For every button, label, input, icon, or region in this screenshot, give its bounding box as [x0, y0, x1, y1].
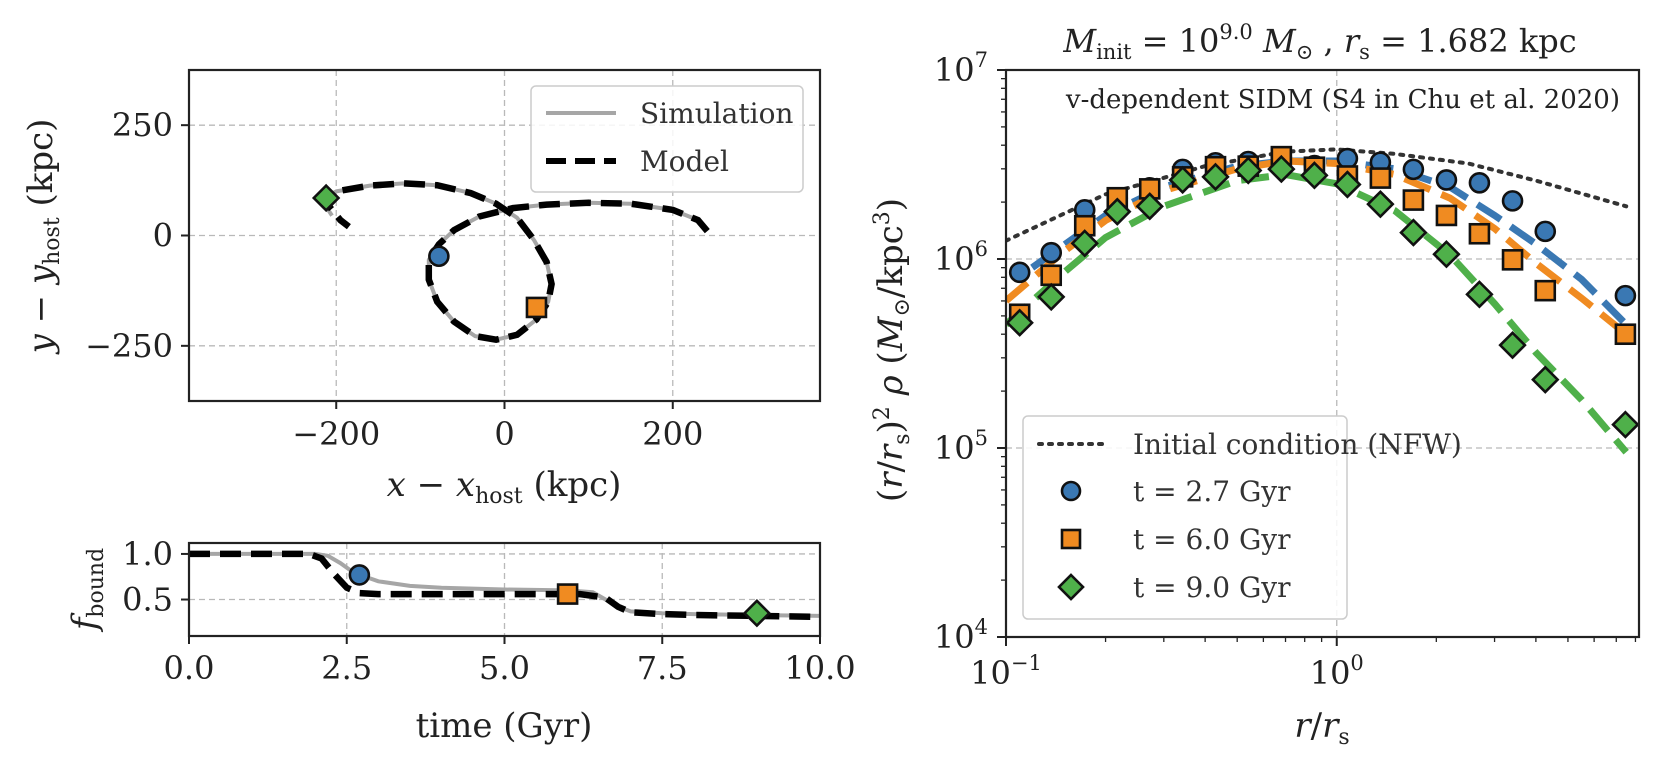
orbit-marker-circle	[428, 245, 450, 268]
legend-t27-marker	[1060, 480, 1082, 502]
density-point-diamond	[1201, 162, 1230, 192]
fbound-marker-square	[556, 583, 579, 605]
density-xlabel: r/rs	[1294, 706, 1349, 750]
legend-t90-label: t = 9.0 Gyr	[1133, 571, 1291, 604]
legend-simulation-label: Simulation	[640, 97, 793, 130]
density-point-diamond	[1168, 165, 1197, 195]
fbound-marker-diamond	[742, 599, 772, 628]
density-ytick-label-2: 106	[934, 237, 988, 278]
density-point-diamond	[1432, 240, 1461, 269]
density-legend: Initial condition (NFW) t = 2.7 Gyr t = …	[1022, 415, 1462, 620]
orbit-xtick-label-0: −200	[292, 415, 380, 453]
density-ytick-label-1: 105	[934, 426, 988, 467]
orbit-xtick-label-2: 200	[642, 415, 703, 453]
density-point-diamond	[1611, 410, 1639, 439]
legend-t60-label: t = 6.0 Gyr	[1133, 523, 1291, 556]
orbit-ticks: −200 0 200 250 0 −250	[85, 106, 703, 453]
density-ylabel: (r/rs)2 ρ (M⊙/kpc3)	[870, 198, 915, 502]
legend-t90-marker	[1057, 573, 1085, 601]
density-frame	[1004, 68, 1641, 639]
density-xtick-label-0: 10−1	[970, 651, 1042, 692]
density-point-circle	[1501, 190, 1524, 212]
density-point-diamond	[1366, 189, 1395, 219]
density-annotation: v-dependent SIDM (S4 in Chu et al. 2020)	[1065, 85, 1620, 115]
density-point-circle	[1435, 169, 1458, 191]
density-ytick-label-0: 104	[934, 615, 988, 656]
density-data	[1006, 145, 1639, 455]
density-point-square	[1501, 249, 1524, 271]
density-point-diamond	[1037, 282, 1066, 312]
density-point-diamond	[1399, 218, 1428, 247]
orbit-model-line	[322, 180, 710, 344]
fbound-xlabel: time (Gyr)	[416, 706, 593, 746]
density-point-square	[1040, 264, 1063, 287]
legend-t27-label: t = 2.7 Gyr	[1133, 475, 1291, 508]
orbit-panel: −200 0 200 250 0 −250 x − xhost (kpc) y − yho…	[21, 68, 822, 509]
legend-t60-marker	[1060, 528, 1082, 550]
density-legend-box	[1022, 415, 1348, 620]
density-point-square	[1534, 279, 1557, 302]
density-point-circle	[1040, 241, 1063, 264]
fbound-xtick-label-2: 5.0	[479, 649, 530, 687]
density-point-diamond	[1135, 192, 1164, 221]
density-ytick-label-3: 107	[934, 48, 988, 89]
orbit-ytick-label-2: −250	[85, 327, 173, 365]
density-point-square	[1614, 323, 1637, 346]
density-xtick-label-1: 100	[1310, 651, 1364, 692]
density-point-diamond	[1498, 330, 1527, 360]
density-point-diamond	[1070, 229, 1099, 258]
density-point-circle	[1534, 220, 1557, 243]
density-point-diamond	[1006, 308, 1034, 337]
orbit-legend: Simulation Model	[530, 85, 804, 193]
fbound-marker-circle	[348, 564, 371, 586]
density-title: Minit = 109.0 M⊙ , rs = 1.682 kpc	[1062, 20, 1576, 64]
fbound-ticks: 0.0 2.5 5.0 7.5 10.0 1.0 0.5	[122, 535, 856, 687]
fbound-model-line	[189, 550, 820, 621]
orbit-marker-square	[525, 296, 548, 319]
orbit-xlabel: x − xhost (kpc)	[387, 465, 622, 509]
orbit-data	[311, 180, 710, 344]
fbound-ytick-label-1: 0.5	[122, 581, 173, 619]
density-point-square	[1402, 189, 1425, 211]
density-point-circle	[1402, 158, 1425, 181]
fbound-ylabel: fbound	[65, 548, 109, 633]
density-point-square	[1435, 204, 1458, 227]
orbit-ytick-label-1: 0	[153, 217, 173, 255]
density-point-circle	[1468, 172, 1491, 194]
legend-nfw-label: Initial condition (NFW)	[1133, 428, 1462, 461]
fbound-xtick-label-3: 7.5	[637, 649, 688, 687]
density-point-diamond	[1333, 170, 1362, 199]
density-point-diamond	[1103, 197, 1132, 226]
density-point-circle	[1614, 284, 1637, 307]
legend-model-label: Model	[640, 145, 729, 178]
orbit-xtick-label-1: 0	[494, 415, 514, 453]
fbound-panel: 0.0 2.5 5.0 7.5 10.0 1.0 0.5 time (Gyr) fbound	[65, 535, 856, 746]
fbound-xtick-label-0: 0.0	[164, 649, 215, 687]
density-point-diamond	[1300, 161, 1329, 190]
fbound-simulation-line	[189, 551, 820, 618]
fbound-xtick-label-4: 10.0	[784, 649, 855, 687]
orbit-ytick-label-0: 250	[112, 106, 173, 144]
density-ticks: 10−1 100 104 105 106 107	[934, 48, 1637, 692]
density-point-diamond	[1234, 156, 1263, 185]
fbound-ytick-label-0: 1.0	[122, 535, 173, 573]
density-point-circle	[1008, 261, 1031, 284]
orbit-ylabel: y − yhost (kpc)	[21, 119, 65, 356]
fbound-data	[189, 550, 820, 628]
density-point-square	[1369, 167, 1392, 189]
density-curve-2	[1006, 157, 1629, 337]
orbit-marker-diamond	[311, 183, 341, 213]
density-panel: 10−1 100 104 105 106 107 Minit = 109.0 M⊙ , r…	[870, 20, 1641, 750]
density-point-diamond	[1465, 280, 1494, 309]
density-curve-nfw	[1006, 147, 1629, 243]
density-point-diamond	[1267, 154, 1296, 184]
fbound-xtick-label-1: 2.5	[321, 649, 372, 687]
density-point-diamond	[1531, 365, 1560, 394]
density-point-square	[1468, 222, 1491, 245]
